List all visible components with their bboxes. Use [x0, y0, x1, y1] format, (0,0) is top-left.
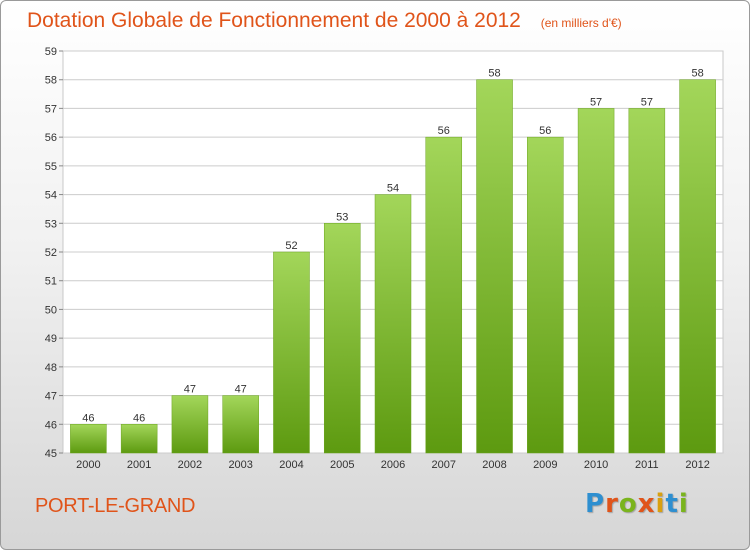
- data-label: 46: [82, 412, 94, 424]
- proxiti-logo: Proxiti: [585, 489, 689, 519]
- data-label: 52: [285, 240, 297, 252]
- x-tick-label: 2001: [127, 459, 151, 471]
- y-tick-label: 51: [45, 276, 57, 288]
- y-tick-label: 56: [45, 132, 57, 144]
- y-axis-ticks: 45 46 47 48 49 50 51 52 53 54 55 56 57 58 59: [45, 46, 63, 460]
- town-name: PORT-LE-GRAND: [35, 495, 196, 517]
- x-tick-label: 2009: [533, 459, 557, 471]
- data-label: 58: [691, 68, 703, 80]
- y-tick-label: 52: [45, 247, 57, 259]
- bar-2002: [171, 395, 209, 454]
- x-tick-label: 2008: [482, 459, 506, 471]
- logo-letter: i: [678, 489, 689, 519]
- y-tick-label: 58: [45, 75, 57, 87]
- bar-2001: [120, 424, 158, 454]
- bar-2012: [679, 79, 716, 454]
- data-label: 54: [387, 183, 399, 195]
- x-tick-label: 2002: [178, 459, 202, 471]
- chart-subtitle: (en milliers d'€): [540, 16, 622, 30]
- data-label: 57: [641, 96, 653, 108]
- bar-2010: [577, 108, 615, 454]
- y-tick-label: 59: [45, 46, 57, 58]
- y-tick-label: 47: [45, 391, 57, 403]
- bar-2003: [222, 395, 259, 454]
- x-tick-label: 2005: [330, 459, 354, 471]
- data-label: 46: [133, 412, 145, 424]
- x-tick-label: 2010: [584, 459, 608, 471]
- x-tick-label: 2000: [76, 459, 100, 471]
- x-tick-label: 2004: [279, 459, 303, 471]
- x-tick-label: 2011: [635, 459, 659, 471]
- x-tick-label: 2012: [685, 459, 709, 471]
- y-tick-label: 53: [45, 218, 57, 230]
- y-tick-label: 48: [45, 362, 57, 374]
- y-tick-label: 57: [45, 103, 57, 115]
- logo-letter: x: [637, 489, 656, 519]
- data-label: 58: [488, 68, 500, 80]
- x-axis-ticks: 2000 2001 2002 2003 2004 2005 2006 2007 2008 2009…: [76, 459, 710, 471]
- bar-2011: [628, 108, 666, 454]
- logo-letter: r: [605, 489, 619, 519]
- bar-2009: [527, 136, 564, 454]
- data-label: 47: [184, 384, 196, 396]
- logo-letter: P: [585, 489, 606, 519]
- y-tick-label: 54: [45, 190, 57, 202]
- data-label: 53: [336, 211, 348, 223]
- x-tick-label: 2006: [381, 459, 405, 471]
- bar-2008: [476, 79, 513, 454]
- bar-2005: [323, 223, 361, 454]
- logo-letter: t: [665, 489, 679, 519]
- bar-2006: [374, 194, 412, 454]
- y-tick-label: 50: [45, 304, 57, 316]
- data-labels: 46 46 47 47 52 53 54 56 58 56 57 57 58: [82, 68, 703, 425]
- x-tick-label: 2003: [228, 459, 252, 471]
- y-tick-label: 45: [45, 448, 57, 460]
- chart-title-text: Dotation Globale de Fonctionnement de 20…: [27, 9, 521, 32]
- data-label: 56: [438, 125, 450, 137]
- y-tick-label: 55: [45, 161, 57, 173]
- bars: [70, 79, 716, 454]
- y-tick-label: 46: [45, 419, 57, 431]
- data-label: 47: [235, 384, 247, 396]
- x-tick-label: 2007: [432, 459, 456, 471]
- data-label: 57: [590, 96, 602, 108]
- chart-title: Dotation Globale de Fonctionnement de 20…: [27, 9, 622, 33]
- y-tick-label: 49: [45, 333, 57, 345]
- bar-2007: [425, 136, 463, 454]
- data-label: 56: [539, 125, 551, 137]
- logo-letter: o: [618, 489, 638, 519]
- logo-letter: i: [655, 489, 666, 519]
- bar-2004: [273, 251, 310, 454]
- bar-2000: [70, 424, 107, 454]
